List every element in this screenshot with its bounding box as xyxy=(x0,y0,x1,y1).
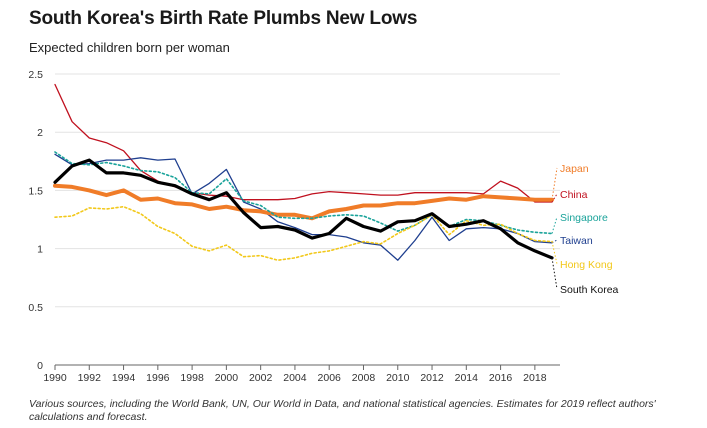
label-leader xyxy=(551,216,558,234)
series-line-china xyxy=(54,83,553,203)
x-tick-label: 1994 xyxy=(112,372,136,384)
x-tick-label: 2018 xyxy=(523,372,547,384)
x-tick-label: 2008 xyxy=(352,372,376,384)
x-tick-label: 1996 xyxy=(146,372,170,384)
y-tick-label: 2 xyxy=(37,127,43,139)
series-label-taiwan: Taiwan xyxy=(560,235,593,247)
series-line-hong-kong xyxy=(54,205,553,262)
chart-footnote: Various sources, including the World Ban… xyxy=(29,398,656,423)
series-line-south-korea xyxy=(53,158,554,260)
series-line-japan xyxy=(53,183,554,221)
chart-subtitle: Expected children born per woman xyxy=(29,40,230,55)
x-tick-label: 2000 xyxy=(215,372,239,384)
label-leader xyxy=(551,241,558,265)
series-line-taiwan xyxy=(54,153,553,261)
y-tick-label: 0.5 xyxy=(28,302,43,314)
x-tick-label: 1990 xyxy=(43,372,67,384)
label-leader xyxy=(551,239,558,244)
chart-title: South Korea's Birth Rate Plumbs New Lows xyxy=(29,8,418,29)
series-label-hong-kong: Hong Kong xyxy=(560,259,613,271)
x-tick-label: 2004 xyxy=(283,372,307,384)
x-tick-label: 1998 xyxy=(180,372,204,384)
y-tick-label: 2.5 xyxy=(28,69,43,81)
x-tick-label: 2012 xyxy=(420,372,444,384)
x-tick-label: 2010 xyxy=(386,372,410,384)
x-tick-label: 1992 xyxy=(78,372,102,384)
series-line-singapore xyxy=(54,151,553,235)
x-tick-label: 2014 xyxy=(455,372,479,384)
y-tick-label: 0 xyxy=(37,360,43,372)
series-label-south-korea: South Korea xyxy=(560,284,619,296)
label-leader xyxy=(551,193,558,203)
y-tick-label: 1 xyxy=(37,244,43,256)
x-tick-label: 2002 xyxy=(249,372,273,384)
x-tick-label: 2006 xyxy=(318,372,342,384)
series-label-china: China xyxy=(560,189,588,201)
y-tick-label: 1.5 xyxy=(28,185,43,197)
series-label-singapore: Singapore xyxy=(560,212,608,224)
x-tick-label: 2016 xyxy=(489,372,513,384)
series-label-japan: Japan xyxy=(560,163,589,175)
